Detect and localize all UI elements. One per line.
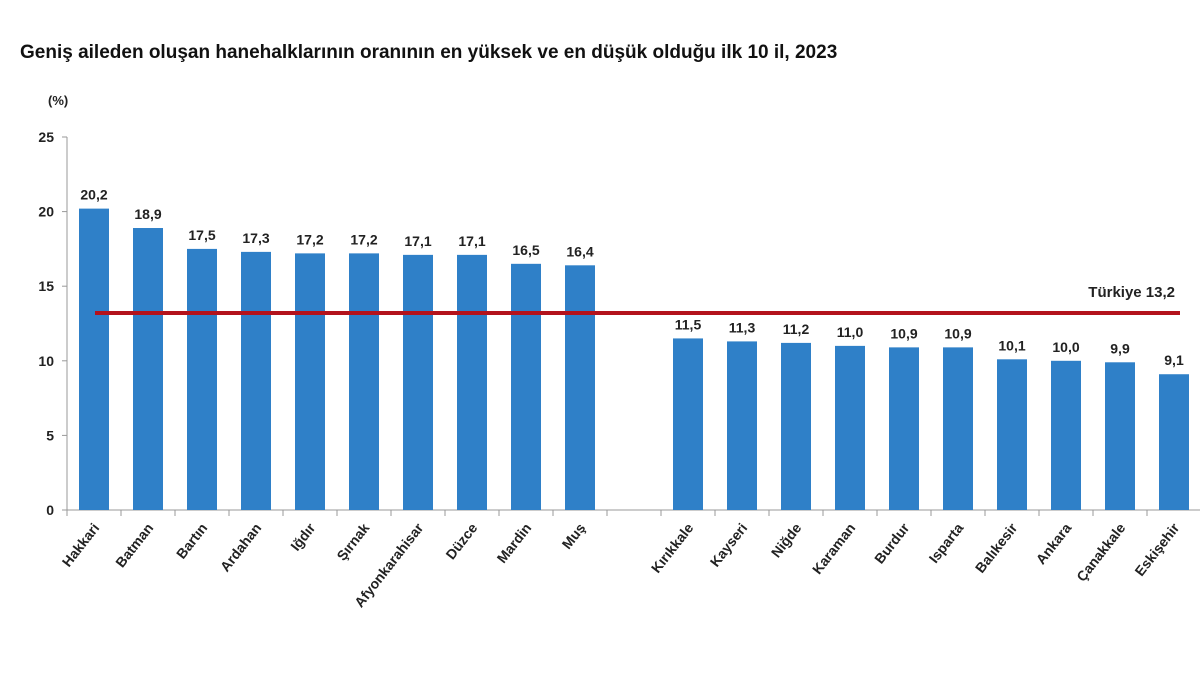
- bar: [403, 254, 433, 510]
- x-tick-label: Iğdır: [287, 520, 319, 554]
- bar: [1159, 374, 1189, 510]
- x-tick-label: Hakkari: [59, 520, 103, 570]
- y-tick-label: 0: [46, 502, 54, 518]
- bar: [511, 263, 541, 510]
- y-axis-label: (%): [48, 93, 68, 108]
- data-label: 10,1: [998, 337, 1025, 353]
- data-label: 17,1: [404, 233, 431, 249]
- bar: [997, 359, 1027, 510]
- x-tick-label: Muş: [559, 520, 589, 552]
- bar: [727, 341, 757, 510]
- bar: [187, 248, 217, 510]
- data-label: 18,9: [134, 206, 161, 222]
- data-label: 17,2: [350, 231, 377, 247]
- bar: [1051, 360, 1081, 510]
- bar: [1105, 362, 1135, 510]
- data-label: 16,4: [566, 243, 593, 259]
- x-tick-label: Karaman: [809, 520, 858, 577]
- x-tick-label: Ardahan: [217, 520, 265, 575]
- y-tick-label: 5: [46, 427, 54, 443]
- y-tick-label: 10: [38, 353, 54, 369]
- data-label: 9,1: [1164, 352, 1184, 368]
- x-tick-label: Kayseri: [707, 520, 751, 570]
- data-label: 10,9: [944, 325, 971, 341]
- x-tick-label: Kırıkkale: [648, 520, 697, 576]
- data-label: 11,5: [675, 316, 702, 332]
- bar: [835, 345, 865, 510]
- data-label: 16,5: [512, 242, 539, 258]
- bar: [673, 338, 703, 510]
- x-tick-label: Niğde: [768, 520, 805, 561]
- data-label: 9,9: [1110, 340, 1130, 356]
- x-tick-label: Batman: [112, 520, 156, 570]
- bar: [943, 347, 973, 510]
- bar: [889, 347, 919, 510]
- data-label: 17,2: [296, 231, 323, 247]
- bar: [133, 228, 163, 510]
- x-tick-label: Mardin: [494, 520, 535, 566]
- y-tick-label: 15: [38, 278, 54, 294]
- data-label: 17,5: [188, 227, 215, 243]
- reference-line-label: Türkiye 13,2: [1088, 284, 1175, 301]
- data-label: 10,9: [890, 325, 917, 341]
- data-label: 17,1: [458, 233, 485, 249]
- x-tick-label: Düzce: [442, 520, 480, 563]
- bar: [565, 265, 595, 510]
- x-tick-label: Eskişehir: [1131, 520, 1182, 579]
- data-label: 11,3: [729, 319, 756, 335]
- x-tick-label: Balıkesir: [972, 520, 1021, 576]
- data-label: 17,3: [242, 230, 269, 246]
- bar: [295, 253, 325, 510]
- y-tick-label: 25: [38, 129, 54, 145]
- bar: [781, 342, 811, 510]
- x-tick-label: Burdur: [871, 520, 913, 567]
- bar: [349, 253, 379, 510]
- bar: [241, 251, 271, 510]
- data-label: 11,2: [783, 321, 810, 337]
- bar: [457, 254, 487, 510]
- x-tick-label: Isparta: [925, 520, 966, 566]
- chart-title: Geniş aileden oluşan hanehalklarının ora…: [20, 42, 838, 63]
- data-label: 10,0: [1052, 339, 1079, 355]
- x-tick-label: Bartın: [173, 520, 211, 562]
- x-tick-label: Ankara: [1033, 520, 1075, 567]
- y-tick-label: 20: [38, 204, 54, 220]
- x-tick-label: Şırnak: [333, 520, 372, 564]
- bar: [79, 208, 109, 510]
- data-label: 11,0: [837, 324, 864, 340]
- data-label: 20,2: [80, 187, 107, 203]
- x-tick-label: Çanakkale: [1073, 520, 1128, 585]
